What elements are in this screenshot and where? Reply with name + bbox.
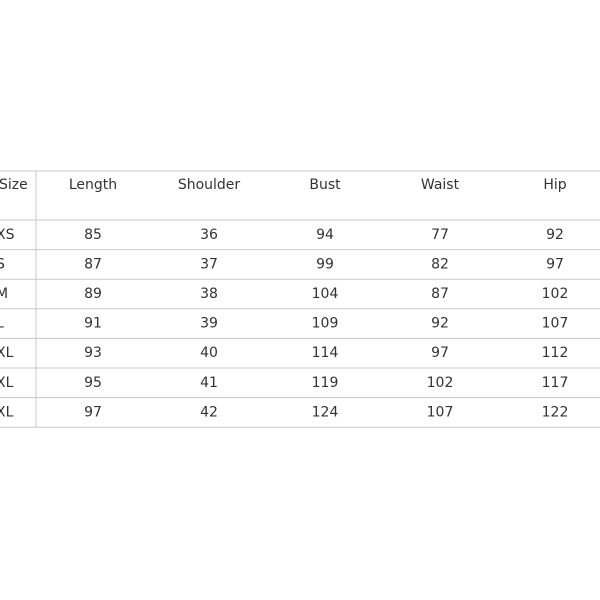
- header-cell: Waist: [421, 177, 460, 193]
- measurement-cell: 99: [316, 256, 334, 272]
- measurement-cell: 82: [431, 256, 449, 272]
- measurement-cell: 37: [200, 256, 218, 272]
- measurement-cell: 104: [312, 286, 339, 302]
- size-label: XL: [0, 404, 14, 420]
- measurement-cell: 117: [542, 375, 569, 391]
- size-label: XL: [0, 375, 14, 391]
- header-cell: Shoulder: [178, 177, 241, 193]
- measurement-cell: 97: [546, 256, 564, 272]
- measurement-cell: 112: [542, 345, 569, 361]
- header-cell-size: Size: [0, 177, 28, 193]
- measurement-cell: 85: [84, 227, 102, 243]
- size-label: XS: [0, 227, 15, 243]
- measurement-cell: 109: [312, 316, 339, 332]
- measurement-cell: 102: [427, 375, 454, 391]
- measurement-cell: 38: [200, 286, 218, 302]
- measurement-cell: 94: [316, 227, 334, 243]
- size-label: S: [0, 256, 5, 272]
- measurement-cell: 92: [546, 227, 564, 243]
- header-cell: Bust: [309, 177, 341, 193]
- measurement-cell: 92: [431, 316, 449, 332]
- measurement-cell: 77: [431, 227, 449, 243]
- measurement-cell: 102: [542, 286, 569, 302]
- measurement-cell: 41: [200, 375, 218, 391]
- header-cell: Length: [69, 177, 117, 193]
- measurement-cell: 36: [200, 227, 218, 243]
- header-cell: Hip: [543, 177, 566, 193]
- measurement-cell: 91: [84, 316, 102, 332]
- measurement-cell: 89: [84, 286, 102, 302]
- size-label: XL: [0, 345, 14, 361]
- measurement-cell: 93: [84, 345, 102, 361]
- size-label: M: [0, 286, 8, 302]
- size-label: L: [0, 316, 4, 332]
- measurement-cell: 114: [312, 345, 339, 361]
- measurement-cell: 87: [84, 256, 102, 272]
- measurement-cell: 39: [200, 316, 218, 332]
- measurement-cell: 124: [312, 404, 339, 420]
- measurement-cell: 97: [84, 404, 102, 420]
- measurement-cell: 119: [312, 375, 339, 391]
- measurement-cell: 40: [200, 345, 218, 361]
- measurement-cell: 42: [200, 404, 218, 420]
- measurement-cell: 107: [427, 404, 454, 420]
- measurement-cell: 97: [431, 345, 449, 361]
- measurement-cell: 87: [431, 286, 449, 302]
- measurement-cell: 122: [542, 404, 569, 420]
- measurement-cell: 107: [542, 316, 569, 332]
- measurement-cell: 95: [84, 375, 102, 391]
